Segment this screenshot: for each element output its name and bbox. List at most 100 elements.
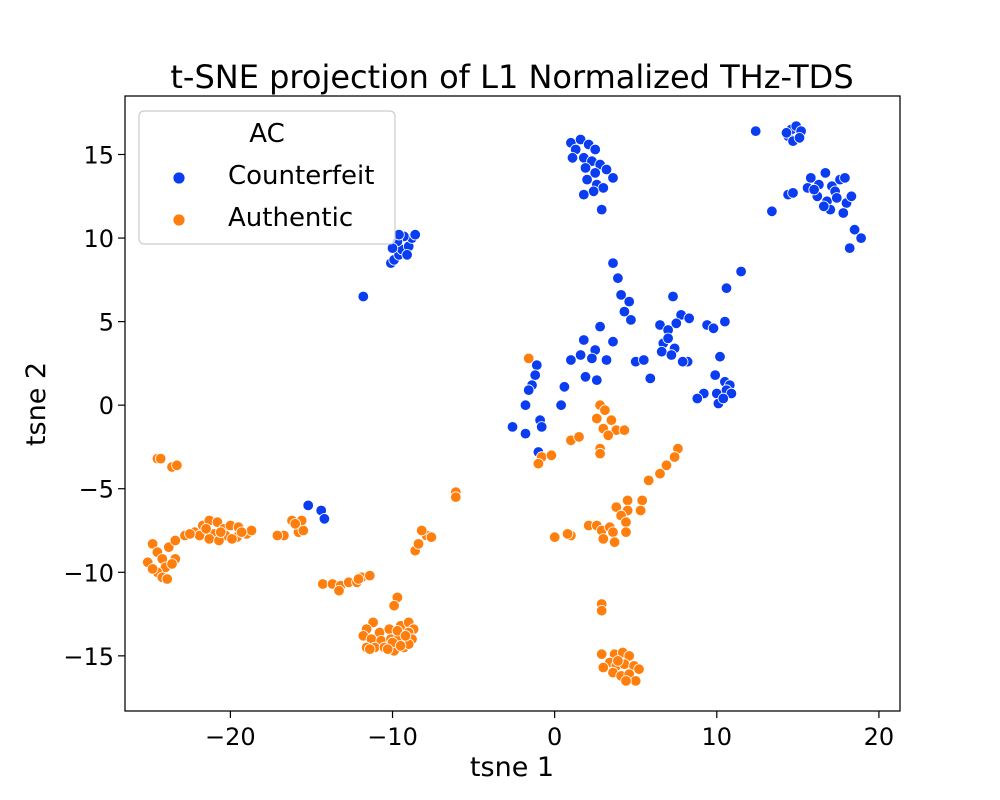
point-authentic-3 — [605, 414, 618, 426]
point-counterfeit-38 — [793, 132, 806, 144]
point-counterfeit-113 — [691, 392, 704, 405]
point-counterfeit-69 — [667, 290, 679, 303]
point-authentic-15 — [532, 458, 545, 470]
point-authentic-36 — [561, 528, 574, 540]
legend-marker-authentic — [172, 213, 186, 227]
point-authentic-56 — [612, 655, 624, 667]
point-authentic-72 — [166, 558, 178, 570]
y-tick-label: −15 — [63, 643, 114, 671]
point-authentic-142 — [364, 643, 376, 655]
point-authentic-115 — [425, 531, 438, 543]
y-tick-label: 0 — [99, 392, 114, 420]
point-counterfeit-21 — [600, 163, 613, 176]
x-axis-label: tsne 1 — [470, 752, 554, 783]
y-axis-ticks: −15 −10 −5 0 5 10 15 — [63, 141, 125, 671]
point-counterfeit-71 — [625, 314, 637, 326]
point-authentic-54 — [620, 675, 632, 687]
point-counterfeit-100 — [579, 371, 592, 383]
point-authentic-93 — [214, 526, 227, 538]
point-counterfeit-95 — [677, 356, 689, 368]
point-counterfeit-99 — [529, 369, 541, 381]
point-authentic-20 — [643, 474, 655, 487]
point-counterfeit-73 — [683, 312, 695, 325]
x-tick-label: 0 — [547, 723, 562, 751]
point-authentic-10 — [573, 431, 585, 443]
point-counterfeit-30 — [596, 203, 608, 216]
x-tick-label: 20 — [864, 723, 895, 751]
point-authentic-86 — [245, 524, 258, 537]
point-counterfeit-48 — [831, 192, 843, 204]
point-counterfeit-120 — [536, 421, 548, 433]
point-counterfeit-88 — [665, 349, 678, 361]
point-counterfeit-97 — [565, 354, 577, 366]
point-counterfeit-92 — [600, 354, 613, 366]
point-counterfeit-64 — [612, 272, 624, 284]
point-counterfeit-14 — [574, 133, 587, 146]
point-counterfeit-26 — [597, 182, 610, 194]
point-counterfeit-67 — [615, 289, 627, 301]
x-tick-label: −10 — [367, 723, 418, 751]
x-tick-label: 10 — [702, 723, 733, 751]
point-authentic-37 — [549, 531, 561, 543]
point-authentic-143 — [382, 643, 394, 655]
point-authentic-117 — [450, 491, 462, 503]
point-counterfeit-31 — [566, 152, 579, 164]
legend-label-authentic: Authentic — [228, 203, 353, 233]
point-authentic-58 — [154, 452, 167, 465]
point-authentic-40 — [596, 605, 608, 617]
point-authentic-38 — [620, 526, 632, 538]
point-counterfeit-103 — [709, 369, 721, 381]
point-authentic-33 — [597, 533, 610, 545]
legend-box — [138, 110, 396, 245]
point-counterfeit-24 — [581, 173, 593, 186]
point-authentic-25 — [610, 501, 623, 513]
point-counterfeit-55 — [855, 232, 867, 244]
point-counterfeit-16 — [589, 143, 601, 156]
point-authentic-145 — [399, 630, 412, 642]
point-counterfeit-65 — [735, 265, 747, 278]
point-authentic-89 — [203, 533, 216, 545]
point-authentic-94 — [235, 526, 248, 538]
point-authentic-69 — [161, 573, 173, 585]
point-authentic-32 — [607, 526, 619, 538]
point-counterfeit-115 — [555, 399, 567, 411]
point-counterfeit-32 — [750, 125, 762, 137]
y-tick-label: −5 — [79, 476, 114, 504]
point-counterfeit-53 — [837, 207, 850, 219]
scatter-points — [141, 120, 867, 687]
point-authentic-6 — [591, 412, 603, 425]
point-counterfeit-22 — [579, 162, 592, 174]
point-counterfeit-52 — [818, 200, 830, 213]
point-counterfeit-12 — [409, 228, 421, 241]
point-counterfeit-0 — [357, 290, 370, 303]
legend-marker-counterfeit — [172, 171, 186, 185]
y-tick-label: 10 — [83, 225, 114, 253]
point-counterfeit-119 — [506, 421, 519, 433]
point-counterfeit-39 — [780, 127, 793, 139]
point-counterfeit-108 — [523, 384, 535, 396]
point-counterfeit-75 — [654, 319, 666, 331]
point-authentic-2 — [599, 404, 611, 416]
point-authentic-34 — [608, 536, 621, 548]
point-counterfeit-60 — [787, 187, 799, 199]
point-authentic-24 — [634, 504, 647, 517]
point-authentic-14 — [545, 449, 558, 462]
point-authentic-73 — [169, 534, 182, 547]
y-tick-label: 15 — [83, 141, 114, 169]
point-authentic-12 — [594, 447, 606, 460]
point-counterfeit-42 — [819, 167, 832, 179]
point-counterfeit-125 — [318, 513, 331, 525]
point-authentic-119 — [388, 600, 400, 612]
point-counterfeit-11 — [401, 249, 413, 261]
point-counterfeit-56 — [844, 242, 856, 254]
point-authentic-53 — [630, 675, 642, 687]
point-authentic-60 — [171, 459, 183, 472]
point-counterfeit-58 — [808, 183, 820, 196]
point-authentic-27 — [620, 516, 632, 528]
point-counterfeit-121 — [519, 427, 532, 440]
point-authentic-112 — [412, 538, 425, 550]
point-counterfeit-80 — [594, 320, 606, 333]
point-authentic-22 — [636, 494, 648, 507]
point-counterfeit-91 — [586, 352, 598, 365]
point-authentic-19 — [654, 468, 666, 480]
